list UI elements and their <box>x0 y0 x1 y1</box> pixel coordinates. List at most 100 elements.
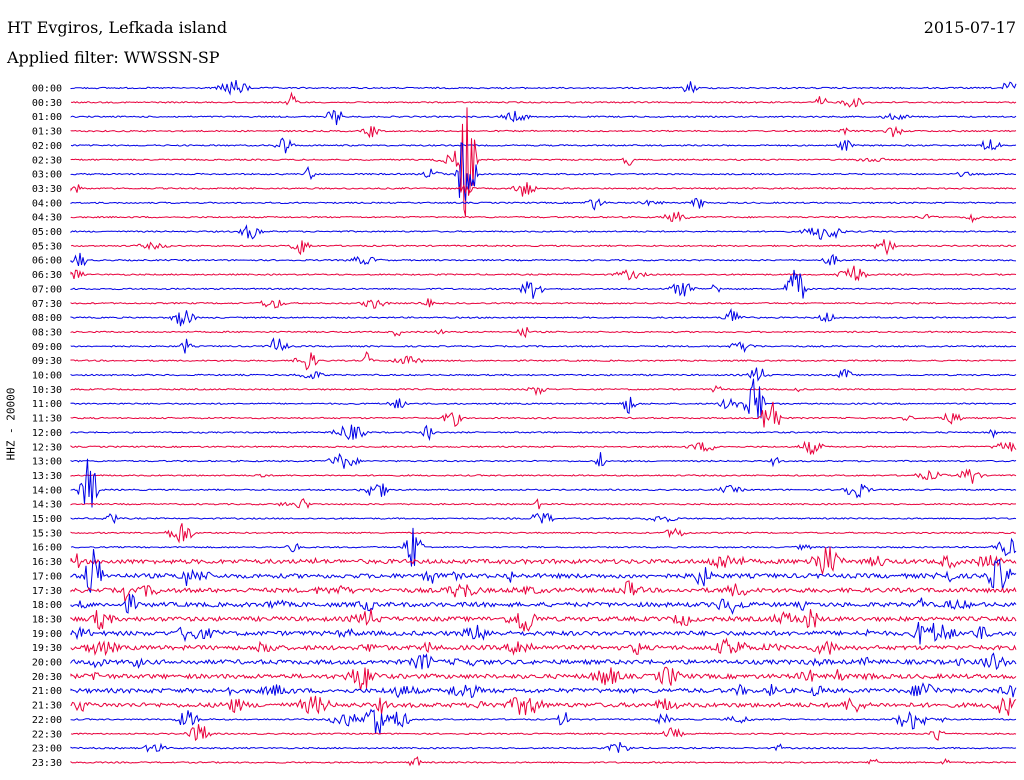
time-tick-label: 00:30 <box>32 98 62 109</box>
seismic-trace <box>70 546 1017 576</box>
seismic-trace <box>70 327 1016 339</box>
seismic-trace <box>70 593 1017 615</box>
time-tick-label: 21:00 <box>32 686 62 697</box>
seismic-trace <box>70 239 1017 256</box>
time-tick-label: 17:30 <box>32 586 62 597</box>
time-tick-label: 20:30 <box>32 672 62 683</box>
time-tick-label: 13:30 <box>32 471 62 482</box>
seismic-trace <box>70 498 1017 510</box>
time-tick-label: 01:30 <box>32 127 62 138</box>
seismic-trace <box>70 109 1017 126</box>
seismic-trace <box>70 708 1017 735</box>
seismic-trace <box>70 224 1017 240</box>
time-tick-label: 00:00 <box>32 84 62 95</box>
time-tick-label: 07:30 <box>32 299 62 310</box>
seismic-trace <box>70 91 1017 108</box>
time-tick-label: 19:00 <box>32 629 62 640</box>
seismic-trace <box>70 137 1017 154</box>
seismic-trace <box>70 458 1017 508</box>
time-tick-label: 04:00 <box>32 198 62 209</box>
seismic-trace <box>70 182 1017 197</box>
seismic-trace <box>70 440 1017 456</box>
time-tick-label: 17:00 <box>32 571 62 582</box>
time-tick-label: 19:30 <box>32 643 62 654</box>
seismic-trace <box>70 682 1017 699</box>
time-tick-label: 23:30 <box>32 758 62 769</box>
seismic-trace <box>70 580 1017 603</box>
seismic-trace <box>70 197 1016 211</box>
seismic-trace <box>70 666 1017 691</box>
seismic-trace <box>70 609 1017 632</box>
time-tick-label: 10:30 <box>32 385 62 396</box>
seismic-trace <box>70 512 1017 525</box>
seismic-trace <box>70 337 1017 354</box>
time-tick-label: 16:00 <box>32 543 62 554</box>
seismic-trace <box>70 424 1017 442</box>
seismic-trace <box>70 80 1017 96</box>
time-tick-label: 18:00 <box>32 600 62 611</box>
date-label: 2015-07-17 <box>923 18 1016 37</box>
time-tick-label: 15:30 <box>32 528 62 539</box>
seismic-trace <box>70 378 1017 419</box>
seismic-trace <box>70 652 1017 671</box>
time-tick-label: 03:00 <box>32 170 62 181</box>
time-tick-label: 21:30 <box>32 701 62 712</box>
time-tick-label: 04:30 <box>32 213 62 224</box>
seismic-trace <box>70 265 1017 282</box>
station-title: HT Evgiros, Lefkada island <box>7 18 228 37</box>
seismic-trace <box>70 298 1017 309</box>
time-tick-label: 18:30 <box>32 614 62 625</box>
time-tick-label: 13:00 <box>32 457 62 468</box>
time-tick-label: 07:00 <box>32 284 62 295</box>
seismic-trace <box>70 527 1017 567</box>
time-tick-label: 02:00 <box>32 141 62 152</box>
time-tick-label: 10:00 <box>32 371 62 382</box>
seismic-trace <box>70 384 1017 397</box>
seismic-trace <box>70 741 1017 753</box>
seismic-trace <box>70 269 1017 299</box>
seismic-trace <box>70 637 1017 657</box>
time-tick-label: 06:30 <box>32 270 62 281</box>
seismic-trace <box>70 125 1017 139</box>
seismic-trace <box>70 468 1017 484</box>
time-tick-label: 14:30 <box>32 500 62 511</box>
seismic-trace <box>70 252 1017 267</box>
time-tick-label: 05:00 <box>32 227 62 238</box>
time-tick-label: 02:30 <box>32 155 62 166</box>
seismic-trace <box>70 523 1017 544</box>
time-tick-label: 12:00 <box>32 428 62 439</box>
time-tick-label: 06:00 <box>32 256 62 267</box>
filter-label: Applied filter: WWSSN-SP <box>7 48 220 67</box>
time-tick-label: 08:30 <box>32 327 62 338</box>
seismic-trace <box>70 695 1017 716</box>
seismic-trace <box>70 142 1017 201</box>
time-tick-label: 01:00 <box>32 112 62 123</box>
time-tick-label: 23:00 <box>32 744 62 755</box>
time-tick-label: 12:30 <box>32 442 62 453</box>
seismic-trace <box>70 621 1017 645</box>
seismic-trace <box>70 367 1017 382</box>
seismic-trace <box>70 401 1017 428</box>
time-tick-label: 22:00 <box>32 715 62 726</box>
seismic-trace <box>70 724 1017 742</box>
time-tick-label: 11:30 <box>32 414 62 425</box>
time-tick-label: 03:30 <box>32 184 62 195</box>
time-tick-label: 16:30 <box>32 557 62 568</box>
time-tick-label: 09:00 <box>32 342 62 353</box>
seismic-trace <box>70 351 1017 371</box>
time-tick-label: 11:00 <box>32 399 62 410</box>
seismic-trace <box>70 549 1017 593</box>
seismic-trace <box>70 107 1017 217</box>
time-tick-label: 22:30 <box>32 729 62 740</box>
time-tick-label: 15:00 <box>32 514 62 525</box>
time-tick-label: 14:00 <box>32 485 62 496</box>
time-tick-label: 08:00 <box>32 313 62 324</box>
seismic-trace <box>70 308 1016 327</box>
time-tick-label: 09:30 <box>32 356 62 367</box>
time-tick-label: 20:00 <box>32 658 62 669</box>
seismic-trace <box>70 211 1017 224</box>
seismic-trace <box>70 756 1017 767</box>
time-tick-label: 05:30 <box>32 241 62 252</box>
seismic-trace <box>70 452 1017 469</box>
